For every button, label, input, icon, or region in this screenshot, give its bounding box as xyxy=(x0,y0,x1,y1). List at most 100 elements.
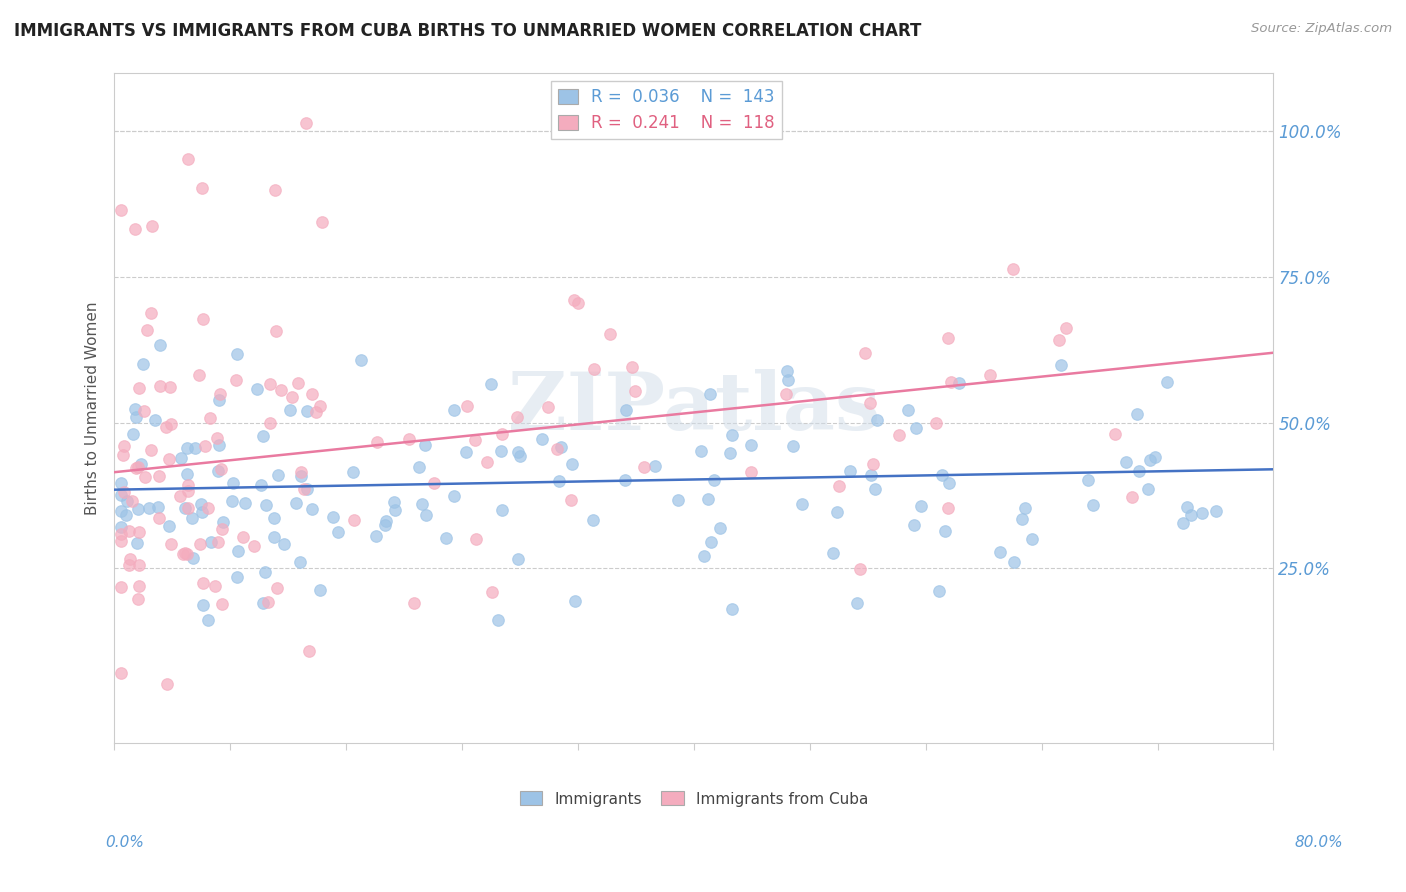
Point xyxy=(699,535,721,549)
Point xyxy=(212,515,235,529)
Point xyxy=(284,496,307,510)
Point xyxy=(1137,482,1160,496)
Point xyxy=(582,362,605,376)
Point xyxy=(134,470,156,484)
Point xyxy=(936,500,959,515)
Point xyxy=(567,296,589,310)
Point xyxy=(776,374,799,388)
Point xyxy=(125,409,148,424)
Point xyxy=(259,416,281,430)
Point xyxy=(191,599,214,613)
Point xyxy=(138,500,160,515)
Point xyxy=(264,325,287,339)
Point xyxy=(506,444,529,458)
Point xyxy=(249,478,271,492)
Point xyxy=(481,585,503,599)
Point xyxy=(311,215,333,229)
Point xyxy=(1047,333,1070,347)
Point xyxy=(633,460,655,475)
Point xyxy=(110,520,132,534)
Point xyxy=(1128,464,1150,478)
Point xyxy=(491,503,513,517)
Point xyxy=(134,404,156,418)
Point xyxy=(1014,501,1036,516)
Point xyxy=(295,116,318,130)
Point xyxy=(897,403,920,417)
Point xyxy=(776,364,799,378)
Point xyxy=(860,468,883,483)
Point xyxy=(110,488,132,502)
Point xyxy=(382,495,405,509)
Point xyxy=(456,445,478,459)
Point xyxy=(904,421,927,435)
Point xyxy=(1077,473,1099,487)
Point xyxy=(301,386,323,401)
Point xyxy=(509,449,531,463)
Point xyxy=(128,381,150,395)
Point xyxy=(221,494,243,508)
Point xyxy=(415,508,437,522)
Point xyxy=(204,579,226,593)
Point xyxy=(928,584,950,599)
Y-axis label: Births to Unmarried Women: Births to Unmarried Women xyxy=(86,301,100,515)
Point xyxy=(295,482,318,496)
Point xyxy=(297,644,319,658)
Point xyxy=(350,353,373,368)
Point xyxy=(546,442,568,456)
Point xyxy=(696,492,718,507)
Point xyxy=(828,479,851,493)
Point xyxy=(225,373,247,387)
Point xyxy=(197,501,219,516)
Point xyxy=(374,517,396,532)
Point xyxy=(305,404,328,418)
Point xyxy=(159,536,181,550)
Point xyxy=(200,411,222,425)
Point xyxy=(910,499,932,513)
Point xyxy=(1205,504,1227,518)
Point xyxy=(322,510,344,524)
Point xyxy=(415,438,437,452)
Point xyxy=(434,531,457,545)
Point xyxy=(191,312,214,326)
Point xyxy=(125,461,148,475)
Point xyxy=(128,579,150,593)
Point xyxy=(846,596,869,610)
Point xyxy=(721,601,744,615)
Point xyxy=(177,500,200,515)
Point xyxy=(128,524,150,539)
Point xyxy=(148,510,170,524)
Point xyxy=(853,346,876,360)
Point xyxy=(176,442,198,456)
Point xyxy=(827,505,849,519)
Point xyxy=(205,431,228,445)
Point xyxy=(1115,455,1137,469)
Point xyxy=(740,465,762,479)
Point xyxy=(211,522,233,536)
Point xyxy=(1143,450,1166,465)
Point xyxy=(506,410,529,425)
Text: IMMIGRANTS VS IMMIGRANTS FROM CUBA BIRTHS TO UNMARRIED WOMEN CORRELATION CHART: IMMIGRANTS VS IMMIGRANTS FROM CUBA BIRTH… xyxy=(14,22,921,40)
Point xyxy=(366,434,388,449)
Point xyxy=(865,413,887,427)
Point xyxy=(246,382,269,396)
Point xyxy=(689,444,711,458)
Point xyxy=(176,547,198,561)
Text: 80.0%: 80.0% xyxy=(1294,836,1343,850)
Point xyxy=(226,347,249,361)
Point xyxy=(111,448,134,462)
Point xyxy=(821,546,844,560)
Point xyxy=(117,524,139,538)
Point xyxy=(129,457,152,471)
Point xyxy=(159,417,181,431)
Point xyxy=(790,497,813,511)
Point xyxy=(270,383,292,397)
Point xyxy=(128,558,150,572)
Point xyxy=(308,582,330,597)
Point xyxy=(148,469,170,483)
Point xyxy=(278,402,301,417)
Point xyxy=(1021,533,1043,547)
Point xyxy=(423,476,446,491)
Point xyxy=(887,428,910,442)
Point xyxy=(112,484,135,499)
Point xyxy=(173,546,195,560)
